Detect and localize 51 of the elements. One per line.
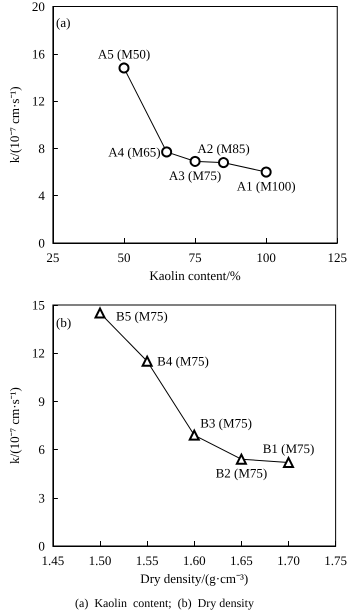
point: [161, 146, 172, 158]
x-axis-title: Kaolin content/%: [149, 268, 241, 283]
x-tick-label: 1.50: [88, 553, 112, 568]
y-tick-label: 15: [32, 298, 45, 312]
y-tick-label: 12: [32, 346, 45, 361]
annotation: B1 (M75): [262, 440, 314, 456]
annotation: B5 (M75): [116, 308, 168, 324]
annotation: B3 (M75): [200, 416, 252, 431]
annotation: A3 (M75): [168, 168, 222, 183]
annotation: B2 (M75): [216, 466, 268, 481]
text: (a): [56, 15, 70, 30]
x-tick-label: 1.70: [277, 553, 300, 568]
x-tick-label: 1.55: [136, 553, 159, 568]
annotation: B4 (M75): [157, 354, 209, 369]
x-tick-label: 75: [188, 250, 202, 265]
y-axis-title: k/(10⁻⁷ cm·s⁻¹): [7, 86, 22, 164]
x-tick-label: 100: [256, 250, 276, 265]
annotation: A1 (M100): [236, 178, 296, 194]
text: (b): [56, 315, 72, 330]
y-tick-label: 3: [38, 490, 45, 506]
point: [218, 157, 230, 168]
x-tick-label: 25: [46, 250, 60, 265]
text: (a) Kaolin content; (b) Dry density: [75, 596, 254, 610]
x-axis-title: Dry density/(g·cm⁻³): [140, 570, 248, 586]
x-tick-label: 1.45: [42, 553, 64, 568]
y-tick-label: 4: [38, 188, 46, 204]
y-tick-label: 12: [32, 94, 45, 109]
point: [118, 62, 130, 74]
x-tick-label: 1.75: [324, 553, 347, 568]
x-tick-label: 1.60: [182, 553, 206, 568]
x-tick-label: 50: [117, 250, 130, 265]
x-tick-label: 1.65: [230, 553, 253, 568]
point: [190, 156, 201, 167]
y-tick-label: 0: [38, 538, 45, 554]
point: [142, 356, 153, 367]
y-axis-title: k/(10⁻⁷ cm·s⁻¹): [7, 387, 22, 464]
point: [260, 166, 272, 178]
y-tick-label: 16: [32, 46, 46, 62]
y-tick-label: 20: [32, 0, 45, 14]
point: [283, 456, 294, 468]
y-tick-label: 9: [38, 394, 45, 409]
point: [94, 308, 106, 319]
y-tick-label: 0: [38, 236, 45, 250]
annotation: A5 (M50): [98, 46, 150, 62]
point: [236, 454, 247, 465]
y-tick-label: 8: [38, 140, 45, 156]
annotation: A4 (M65): [108, 144, 161, 160]
x-tick-label: 125: [328, 250, 347, 265]
point: [188, 430, 200, 441]
y-tick-label: 6: [38, 442, 46, 458]
annotation: A2 (M85): [197, 141, 250, 156]
